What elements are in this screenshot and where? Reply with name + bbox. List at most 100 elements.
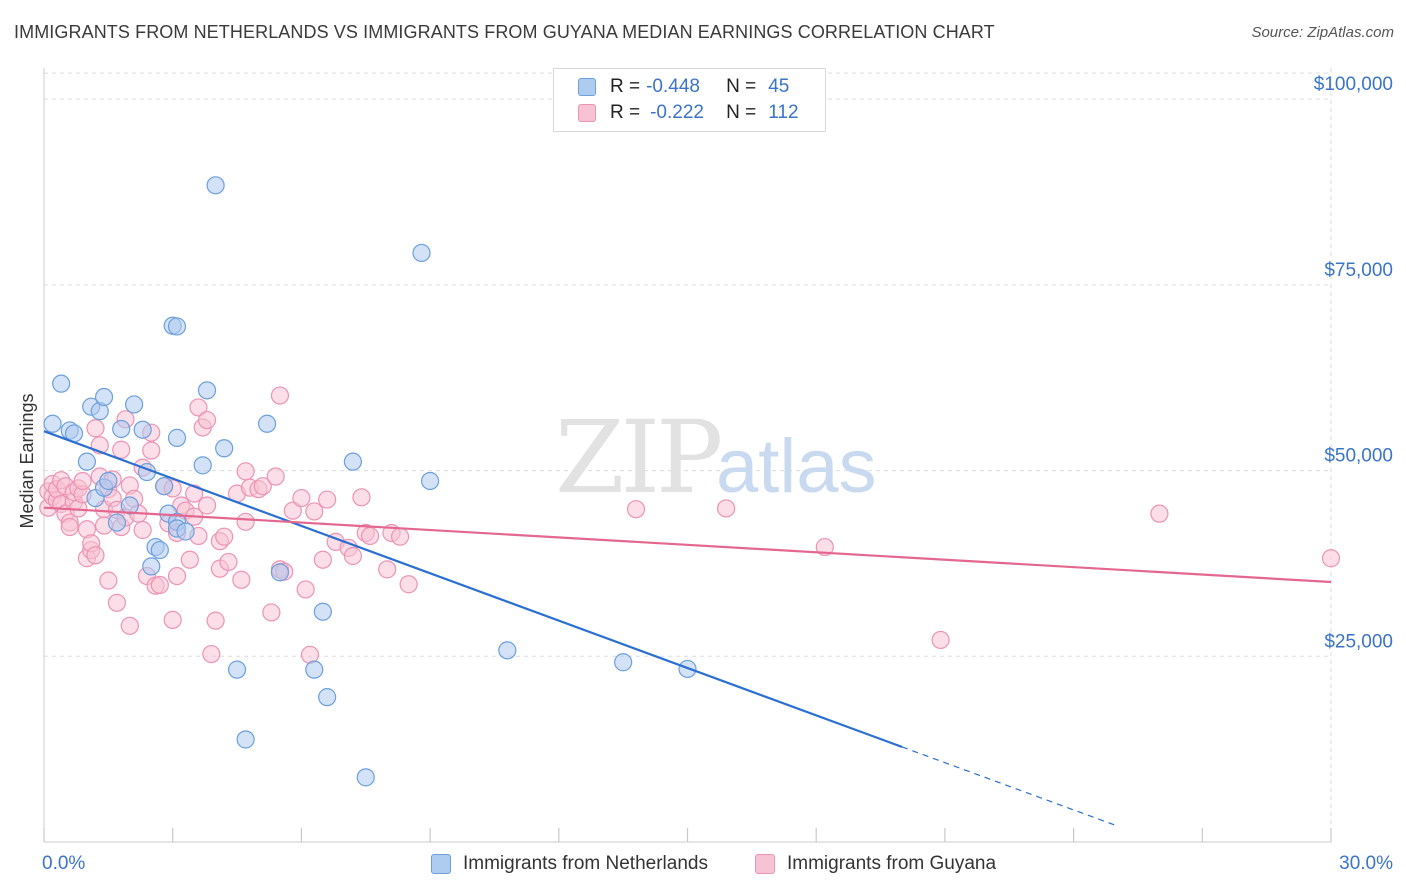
guyana-point bbox=[86, 419, 105, 438]
netherlands-point bbox=[343, 452, 362, 471]
n-label: N = bbox=[726, 102, 757, 123]
netherlands-point bbox=[43, 414, 62, 433]
source-label: Source: ZipAtlas.com bbox=[1251, 24, 1394, 41]
guyana-point bbox=[60, 517, 79, 537]
guyana-point bbox=[270, 386, 290, 405]
netherlands-legend-label: Immigrants from Netherlands bbox=[463, 853, 708, 874]
guyana-point bbox=[167, 566, 187, 586]
watermark: ZIP atlas bbox=[555, 399, 877, 516]
netherlands-point bbox=[614, 653, 633, 672]
guyana-point bbox=[112, 440, 131, 459]
x-tick-label-max: 30.0% bbox=[1339, 853, 1393, 874]
netherlands-point bbox=[193, 456, 212, 475]
r-label: R = bbox=[610, 76, 641, 97]
guyana-point bbox=[360, 526, 380, 546]
guyana-point bbox=[378, 560, 397, 579]
watermark-atlas: atlas bbox=[716, 424, 877, 509]
guyana-point bbox=[73, 471, 92, 491]
label-layer: $25,000 $50,000 $75,000 $100,000 0.0% 30.0% bbox=[42, 74, 1393, 874]
stats-legend: R = -0.448 N = 45 R = -0.222 N = 112 bbox=[553, 68, 826, 132]
guyana-point bbox=[815, 537, 834, 557]
netherlands-point bbox=[270, 563, 290, 582]
netherlands-point bbox=[227, 660, 247, 679]
guyana-point bbox=[296, 580, 315, 599]
legend-item-guyana[interactable]: Immigrants from Guyana bbox=[755, 851, 996, 877]
r-label: R = bbox=[610, 102, 641, 123]
axis-layer bbox=[43, 68, 1332, 843]
guyana-point bbox=[236, 512, 255, 531]
guyana-point bbox=[120, 616, 139, 635]
guyana-point bbox=[283, 501, 302, 520]
guyana-swatch bbox=[578, 104, 596, 122]
netherlands-point bbox=[150, 540, 169, 560]
guyana-trend-line bbox=[43, 506, 1332, 584]
guyana-point bbox=[86, 546, 105, 565]
netherlands-point bbox=[94, 387, 114, 407]
netherlands-point bbox=[124, 395, 144, 414]
guyana-point bbox=[202, 644, 221, 664]
netherlands-point bbox=[99, 471, 118, 491]
netherlands-point bbox=[197, 381, 217, 400]
r-value: -0.448 bbox=[646, 76, 700, 97]
guyana-point bbox=[313, 550, 332, 569]
netherlands-swatch bbox=[578, 78, 596, 96]
netherlands-point bbox=[107, 513, 127, 532]
guyana-point bbox=[206, 611, 225, 630]
netherlands-point bbox=[498, 641, 517, 660]
guyana-point bbox=[185, 484, 204, 503]
netherlands-point bbox=[412, 243, 431, 263]
netherlands-point bbox=[155, 477, 174, 496]
netherlands-point bbox=[318, 688, 337, 707]
netherlands-point bbox=[133, 420, 152, 439]
guyana-point bbox=[107, 593, 127, 612]
guyana-point bbox=[150, 575, 169, 595]
guyana-point bbox=[1321, 549, 1341, 568]
netherlands-point bbox=[52, 374, 71, 393]
guyana-point bbox=[232, 570, 251, 589]
guyana-point bbox=[215, 527, 234, 546]
guyana-legend-swatch bbox=[755, 854, 775, 874]
guyana-point bbox=[717, 499, 736, 518]
netherlands-point bbox=[167, 428, 187, 447]
netherlands-point bbox=[206, 176, 225, 195]
legend-item-netherlands[interactable]: Immigrants from Netherlands bbox=[431, 851, 708, 877]
netherlands-point bbox=[356, 768, 375, 787]
x-tick-label-min: 0.0% bbox=[42, 853, 85, 874]
netherlands-point bbox=[257, 414, 277, 433]
guyana-point bbox=[236, 462, 255, 481]
guyana-point bbox=[142, 441, 161, 460]
guyana-point bbox=[292, 488, 311, 508]
guyana-point bbox=[189, 398, 208, 417]
watermark-zip: ZIP bbox=[555, 399, 720, 516]
stats-row-guyana: R = -0.222 N = 112 bbox=[578, 101, 799, 125]
netherlands-point bbox=[305, 660, 324, 679]
guyana-point bbox=[253, 477, 272, 496]
stats-row-netherlands: R = -0.448 N = 45 bbox=[578, 75, 789, 99]
y-tick-label: $25,000 bbox=[1324, 631, 1393, 652]
guyana-point bbox=[197, 410, 217, 430]
netherlands-trend-extension bbox=[901, 746, 1117, 827]
r-value: -0.222 bbox=[650, 102, 704, 123]
netherlands-legend-swatch bbox=[431, 854, 451, 874]
guyana-point bbox=[318, 490, 337, 509]
guyana-point bbox=[390, 527, 410, 546]
netherlands-point bbox=[120, 496, 139, 515]
netherlands-point bbox=[112, 419, 131, 439]
guyana-point bbox=[266, 467, 285, 486]
guyana-point bbox=[163, 610, 182, 629]
chart-title: IMMIGRANTS FROM NETHERLANDS VS IMMIGRANT… bbox=[14, 22, 995, 42]
guyana-legend-label: Immigrants from Guyana bbox=[787, 853, 997, 874]
guyana-point bbox=[99, 571, 118, 590]
n-value: 112 bbox=[768, 102, 799, 123]
guyana-point bbox=[1150, 504, 1169, 523]
guyana-point bbox=[133, 520, 152, 540]
netherlands-point bbox=[215, 439, 234, 458]
guyana-point bbox=[343, 546, 362, 566]
guyana-point bbox=[262, 603, 281, 622]
n-label: N = bbox=[726, 76, 757, 97]
trend-layer bbox=[43, 430, 1332, 827]
guyana-point bbox=[931, 630, 950, 650]
y-axis-title: Median Earnings bbox=[17, 393, 37, 528]
netherlands-point bbox=[236, 730, 255, 749]
